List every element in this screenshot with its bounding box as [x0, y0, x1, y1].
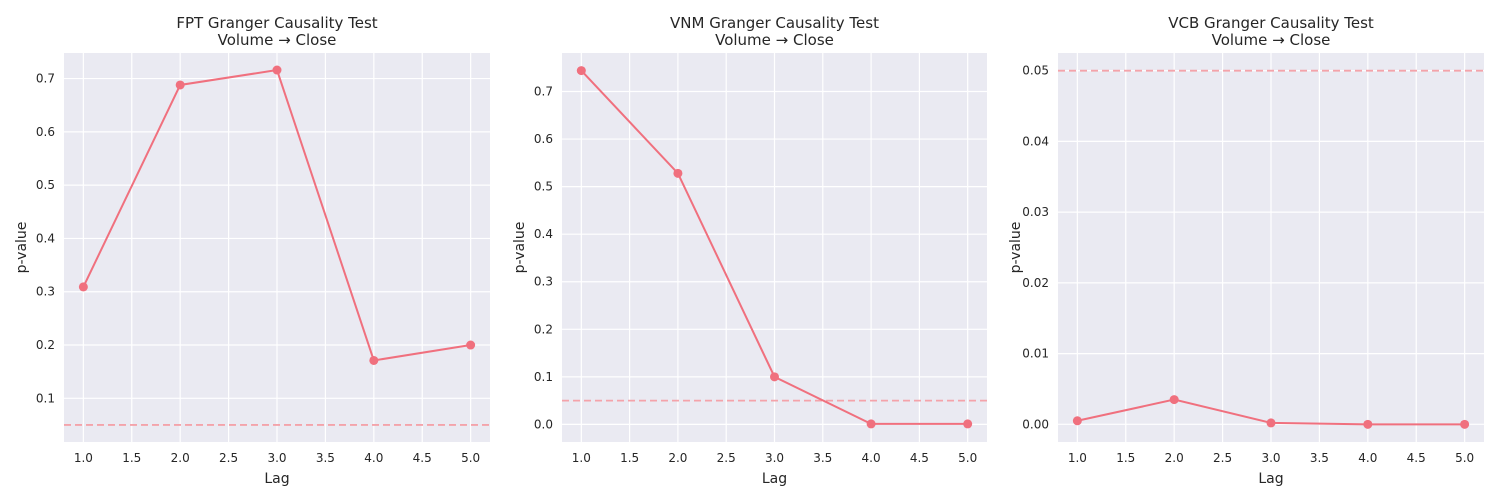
chart-subtitle: Volume → Close	[715, 31, 834, 49]
data-point	[1169, 395, 1179, 405]
x-tick-label: 1.0	[572, 451, 591, 465]
y-tick-label: 0.5	[36, 178, 55, 192]
y-tick-label: 0.6	[534, 132, 553, 146]
data-point	[78, 282, 88, 292]
x-tick-label: 1.5	[122, 451, 141, 465]
x-tick-label: 2.5	[219, 451, 238, 465]
data-point	[1072, 416, 1082, 426]
y-tick-label: 0.02	[1022, 276, 1049, 290]
chart-title: VNM Granger Causality Test	[670, 14, 879, 32]
x-tick-label: 3.0	[765, 451, 784, 465]
y-axis-label: p-value	[1008, 222, 1024, 274]
x-tick-label: 2.5	[1213, 451, 1232, 465]
data-point	[466, 340, 476, 350]
x-tick-label: 2.0	[1165, 451, 1184, 465]
x-tick-label: 3.5	[813, 451, 832, 465]
x-tick-label: 2.0	[668, 451, 687, 465]
y-tick-label: 0.2	[534, 322, 553, 336]
data-point	[770, 372, 779, 382]
chart-panel-1: 1.0 1.5 2.0 2.5 3.0 3.5 4.0 4.5 5.0 0.1 0.2 0.3 0.4 0…	[14, 14, 490, 487]
y-tick-label: 0.3	[534, 275, 553, 289]
chart-subtitle: Volume → Close	[218, 31, 337, 49]
y-tick-label: 0.05	[1022, 64, 1049, 78]
y-axis-label: p-value	[14, 222, 30, 274]
data-point	[576, 66, 586, 76]
data-point	[963, 419, 973, 429]
y-tick-label: 0.03	[1022, 205, 1049, 219]
data-point	[1266, 418, 1276, 428]
x-axis-label: Lag	[762, 471, 787, 487]
y-tick-label: 0.0	[534, 417, 553, 431]
y-tick-label: 0.4	[534, 227, 553, 241]
x-tick-label: 4.5	[1407, 451, 1426, 465]
x-tick-label: 4.5	[413, 451, 432, 465]
data-point	[673, 168, 683, 178]
x-axis-label: Lag	[1258, 471, 1283, 487]
data-point	[1363, 419, 1373, 429]
data-point	[272, 65, 282, 75]
x-axis-label: Lag	[264, 471, 289, 487]
x-tick-label: 3.0	[1261, 451, 1280, 465]
data-point	[866, 419, 876, 429]
data-point	[369, 355, 379, 365]
y-tick-label: 0.00	[1022, 417, 1049, 431]
x-tick-label: 2.5	[717, 451, 736, 465]
y-tick-label: 0.01	[1022, 347, 1049, 361]
y-tick-label: 0.7	[534, 85, 553, 99]
x-tick-label: 1.0	[1068, 451, 1087, 465]
chart-panel-2: 1.0 1.5 2.0 2.5 3.0 3.5 4.0 4.5 5.0 0.0 0.1 0.2 0.3 0…	[512, 14, 987, 487]
chart-title: VCB Granger Causality Test	[1168, 14, 1374, 32]
x-tick-label: 3.5	[316, 451, 335, 465]
y-tick-label: 0.04	[1022, 134, 1049, 148]
y-tick-label: 0.3	[36, 285, 55, 299]
x-tick-label: 5.0	[461, 451, 480, 465]
x-tick-label: 5.0	[958, 451, 977, 465]
y-tick-label: 0.1	[36, 391, 55, 405]
x-tick-label: 1.0	[74, 451, 93, 465]
y-tick-label: 0.6	[36, 125, 55, 139]
x-tick-label: 1.5	[620, 451, 639, 465]
x-tick-label: 4.0	[1358, 451, 1377, 465]
x-tick-label: 2.0	[171, 451, 190, 465]
x-tick-label: 4.5	[910, 451, 929, 465]
y-tick-label: 0.7	[36, 72, 55, 86]
x-tick-label: 1.5	[1116, 451, 1135, 465]
data-point	[175, 80, 185, 90]
chart-title: FPT Granger Causality Test	[176, 14, 377, 32]
x-tick-label: 4.0	[862, 451, 881, 465]
x-tick-label: 4.0	[364, 451, 383, 465]
data-point	[1460, 419, 1470, 429]
x-tick-label: 3.0	[267, 451, 286, 465]
y-tick-label: 0.2	[36, 338, 55, 352]
x-tick-label: 5.0	[1455, 451, 1474, 465]
y-tick-label: 0.1	[534, 370, 553, 384]
y-tick-label: 0.5	[534, 180, 553, 194]
y-axis-label: p-value	[512, 222, 528, 274]
chart-panel-3: 1.0 1.5 2.0 2.5 3.0 3.5 4.0 4.5 5.0 0.00 0.01 0.02 0…	[1008, 14, 1484, 487]
y-tick-label: 0.4	[36, 231, 55, 245]
x-tick-label: 3.5	[1310, 451, 1329, 465]
chart-subtitle: Volume → Close	[1212, 31, 1331, 49]
